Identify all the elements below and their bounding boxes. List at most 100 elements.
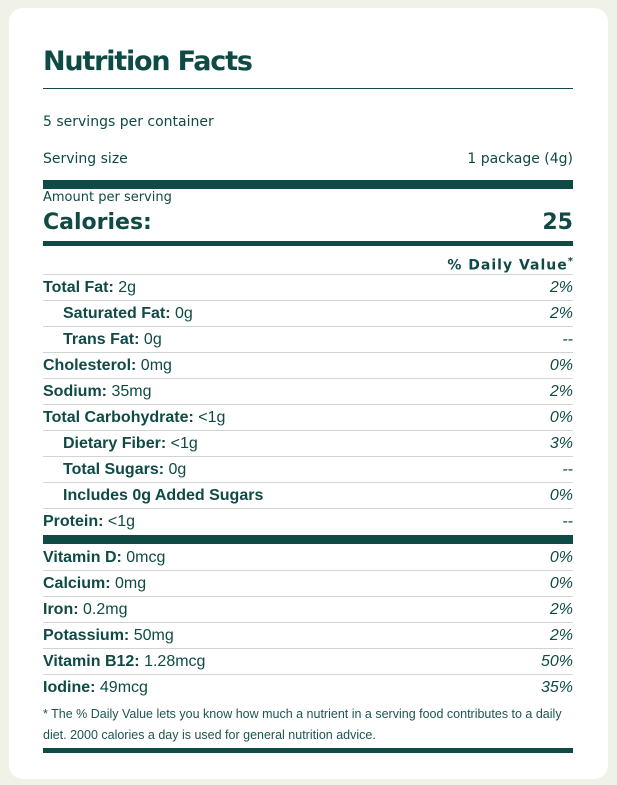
nutrient-name: Protein: <box>43 513 104 530</box>
daily-value-percent: 50% <box>540 653 573 670</box>
nutrient-label: Dietary Fiber: <1g <box>43 435 198 453</box>
row-separator <box>43 274 573 275</box>
nutrient-amount: 49mcg <box>99 679 148 696</box>
row-separator <box>43 508 573 509</box>
row-separator <box>43 352 573 353</box>
nutrient-name: Trans Fat: <box>63 331 140 348</box>
nutrient-name: Potassium: <box>43 627 130 644</box>
daily-value-percent: 3% <box>549 435 573 452</box>
nutrient-label: Cholesterol: 0mg <box>43 357 172 375</box>
nutrient-label: Total Carbohydrate: <1g <box>43 409 225 427</box>
nutrient-name: Sodium: <box>43 383 107 400</box>
daily-value-mark: * <box>567 256 573 267</box>
calories-value: 25 <box>542 210 573 235</box>
amount-per-serving: Amount per serving <box>43 190 172 205</box>
nutrient-label: Includes 0g Added Sugars <box>43 487 263 505</box>
daily-value-percent: 0% <box>549 409 573 426</box>
daily-value-percent: 0% <box>549 487 573 504</box>
row-separator <box>43 404 573 405</box>
nutrient-label: Iodine: 49mcg <box>43 679 148 697</box>
row-separator <box>43 326 573 327</box>
nutrient-label: Vitamin D: 0mcg <box>43 549 165 567</box>
nutrient-row: Calcium: 0mg 0% <box>43 571 573 597</box>
nutrient-amount: 0g <box>168 461 187 478</box>
nutrient-name: Vitamin D: <box>43 549 122 566</box>
serving-size-value: 1 package (4g) <box>467 151 573 167</box>
nutrient-row: Dietary Fiber: <1g 3% <box>43 431 573 457</box>
calories-label: Calories: <box>43 210 152 235</box>
nutrient-name: Includes 0g Added Sugars <box>63 487 264 504</box>
nutrient-name: Saturated Fat: <box>63 305 171 322</box>
row-separator <box>43 648 573 649</box>
nutrient-name: Total Sugars: <box>63 461 165 478</box>
nutrition-card: Nutrition Facts 5 servings per container… <box>9 8 608 779</box>
nutrient-amount: 1.28mcg <box>144 653 206 670</box>
nutrient-amount: <1g <box>170 435 198 452</box>
nutrient-name: Dietary Fiber: <box>63 435 167 452</box>
nutrient-name: Vitamin B12: <box>43 653 140 670</box>
title-divider <box>43 88 573 89</box>
nutrient-row: Total Carbohydrate: <1g 0% <box>43 405 573 431</box>
nutrient-row: Saturated Fat: 0g 2% <box>43 301 573 327</box>
daily-value-header-text: % Daily Value <box>447 257 568 274</box>
servings-per-container: 5 servings per container <box>43 114 214 130</box>
nutrient-amount: 0g <box>143 331 162 348</box>
daily-value-percent: -- <box>562 331 573 348</box>
medium-divider <box>43 241 573 246</box>
nutrient-amount: 50mg <box>133 627 174 644</box>
bottom-divider <box>43 748 573 753</box>
daily-value-percent: -- <box>562 461 573 478</box>
nutrient-label: Trans Fat: 0g <box>43 331 162 349</box>
footnote: * The % Daily Value lets you know how mu… <box>43 707 562 742</box>
daily-value-percent: 2% <box>549 383 573 400</box>
nutrient-amount: 35mg <box>111 383 152 400</box>
row-separator <box>43 430 573 431</box>
nutrient-name: Total Fat: <box>43 279 114 296</box>
nutrient-label: Total Fat: 2g <box>43 279 136 297</box>
row-separator <box>43 456 573 457</box>
daily-value-percent: 2% <box>549 279 573 296</box>
nutrient-row: Iodine: 49mcg 35% <box>43 675 573 701</box>
page-title: Nutrition Facts <box>43 46 253 77</box>
row-separator <box>43 300 573 301</box>
daily-value-percent: 0% <box>549 357 573 374</box>
nutrient-label: Calcium: 0mg <box>43 575 146 593</box>
nutrient-name: Total Carbohydrate: <box>43 409 194 426</box>
nutrient-row: Iron: 0.2mg 2% <box>43 597 573 623</box>
row-separator <box>43 570 573 571</box>
nutrient-amount: 0mg <box>115 575 147 592</box>
nutrient-label: Iron: 0.2mg <box>43 601 127 619</box>
nutrient-name: Iodine: <box>43 679 96 696</box>
nutrient-amount: <1g <box>107 513 136 530</box>
daily-value-percent: 2% <box>549 627 573 644</box>
row-separator <box>43 622 573 623</box>
nutrient-row: Trans Fat: 0g -- <box>43 327 573 353</box>
thick-divider-vitamins <box>43 535 573 544</box>
nutrient-label: Potassium: 50mg <box>43 627 174 645</box>
nutrient-label: Sodium: 35mg <box>43 383 151 401</box>
nutrient-name: Calcium: <box>43 575 111 592</box>
nutrient-label: Saturated Fat: 0g <box>43 305 193 323</box>
row-separator <box>43 674 573 675</box>
serving-size-row: Serving size 1 package (4g) <box>43 149 573 169</box>
daily-value-percent: 35% <box>540 679 573 696</box>
nutrient-name: Cholesterol: <box>43 357 137 374</box>
daily-value-percent: 0% <box>549 575 573 592</box>
nutrient-label: Vitamin B12: 1.28mcg <box>43 653 205 671</box>
nutrient-row: Vitamin D: 0mcg 0% <box>43 545 573 571</box>
daily-value-percent: -- <box>562 513 573 530</box>
nutrient-amount: 0mg <box>140 357 172 374</box>
nutrient-row: Total Sugars: 0g -- <box>43 457 573 483</box>
thick-divider <box>43 180 573 189</box>
nutrient-amount: 2g <box>118 279 137 296</box>
nutrient-row: Protein: <1g -- <box>43 509 573 535</box>
nutrient-amount: <1g <box>198 409 226 426</box>
nutrient-row: Total Fat: 2g 2% <box>43 275 573 301</box>
daily-value-header: % Daily Value* <box>447 252 573 276</box>
serving-size-label: Serving size <box>43 151 128 167</box>
daily-value-percent: 2% <box>549 601 573 618</box>
nutrient-label: Total Sugars: 0g <box>43 461 186 479</box>
nutrient-label: Protein: <1g <box>43 513 135 531</box>
nutrient-row: Potassium: 50mg 2% <box>43 623 573 649</box>
nutrient-row: Sodium: 35mg 2% <box>43 379 573 405</box>
